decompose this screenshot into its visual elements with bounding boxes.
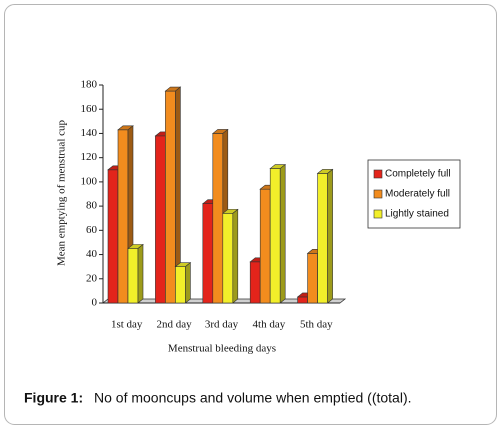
bar-front	[107, 169, 119, 304]
bar	[174, 262, 192, 304]
bar-front	[269, 168, 281, 304]
y-tick-label: 160	[81, 103, 98, 115]
bar	[269, 163, 287, 304]
bar-front	[155, 135, 166, 304]
bar-side	[185, 262, 191, 304]
y-tick-label: 100	[81, 175, 98, 187]
x-tick-label: 2nd day	[157, 319, 193, 331]
legend-label: Completely full	[385, 169, 451, 180]
legend-label: Lightly stained	[385, 209, 449, 220]
bar	[316, 168, 334, 304]
bar-side	[279, 163, 286, 304]
x-tick-label: 4th day	[253, 319, 286, 331]
y-tick-label: 40	[86, 248, 98, 260]
x-tick-label: 5th day	[300, 319, 333, 331]
bar	[164, 86, 182, 304]
bar-front	[212, 133, 224, 304]
legend-swatch	[373, 209, 383, 219]
bar-front	[307, 253, 318, 304]
bar-front	[202, 203, 214, 304]
bar-front	[222, 213, 234, 304]
x-tick-label: 3rd day	[205, 319, 239, 331]
y-tick-label: 120	[81, 151, 98, 163]
bar-front	[297, 296, 308, 304]
bar-front	[127, 248, 139, 304]
caption-label: Figure 1:	[24, 390, 83, 406]
bar-front	[259, 188, 271, 304]
y-tick-label: 20	[86, 272, 98, 284]
bar-front	[175, 266, 186, 304]
x-axis-label: Menstrual bleeding days	[168, 343, 276, 355]
y-tick-label: 80	[86, 200, 98, 212]
caption-text: No of mooncups and volume when emptied (…	[94, 390, 412, 406]
figure-frame	[4, 4, 497, 425]
bar-front	[117, 129, 129, 304]
y-tick-label: 180	[81, 79, 98, 91]
bar-front	[249, 261, 261, 304]
y-tick-label: 60	[86, 224, 98, 236]
bar-side	[137, 243, 144, 304]
bar-front	[165, 90, 176, 304]
bar-side	[327, 168, 333, 304]
bar-front	[317, 173, 328, 304]
legend-swatch	[373, 189, 383, 199]
y-tick-label: 0	[92, 297, 98, 309]
legend-box	[367, 159, 461, 229]
legend-swatch	[373, 169, 383, 179]
legend-label: Moderately full	[385, 189, 450, 200]
bar	[127, 243, 144, 304]
bar	[221, 208, 239, 304]
y-tick-label: 140	[81, 127, 98, 139]
x-tick-label: 1st day	[111, 319, 143, 331]
y-axis-label: Mean emptying of menstrual cup	[56, 119, 68, 266]
bar-side	[232, 208, 239, 304]
